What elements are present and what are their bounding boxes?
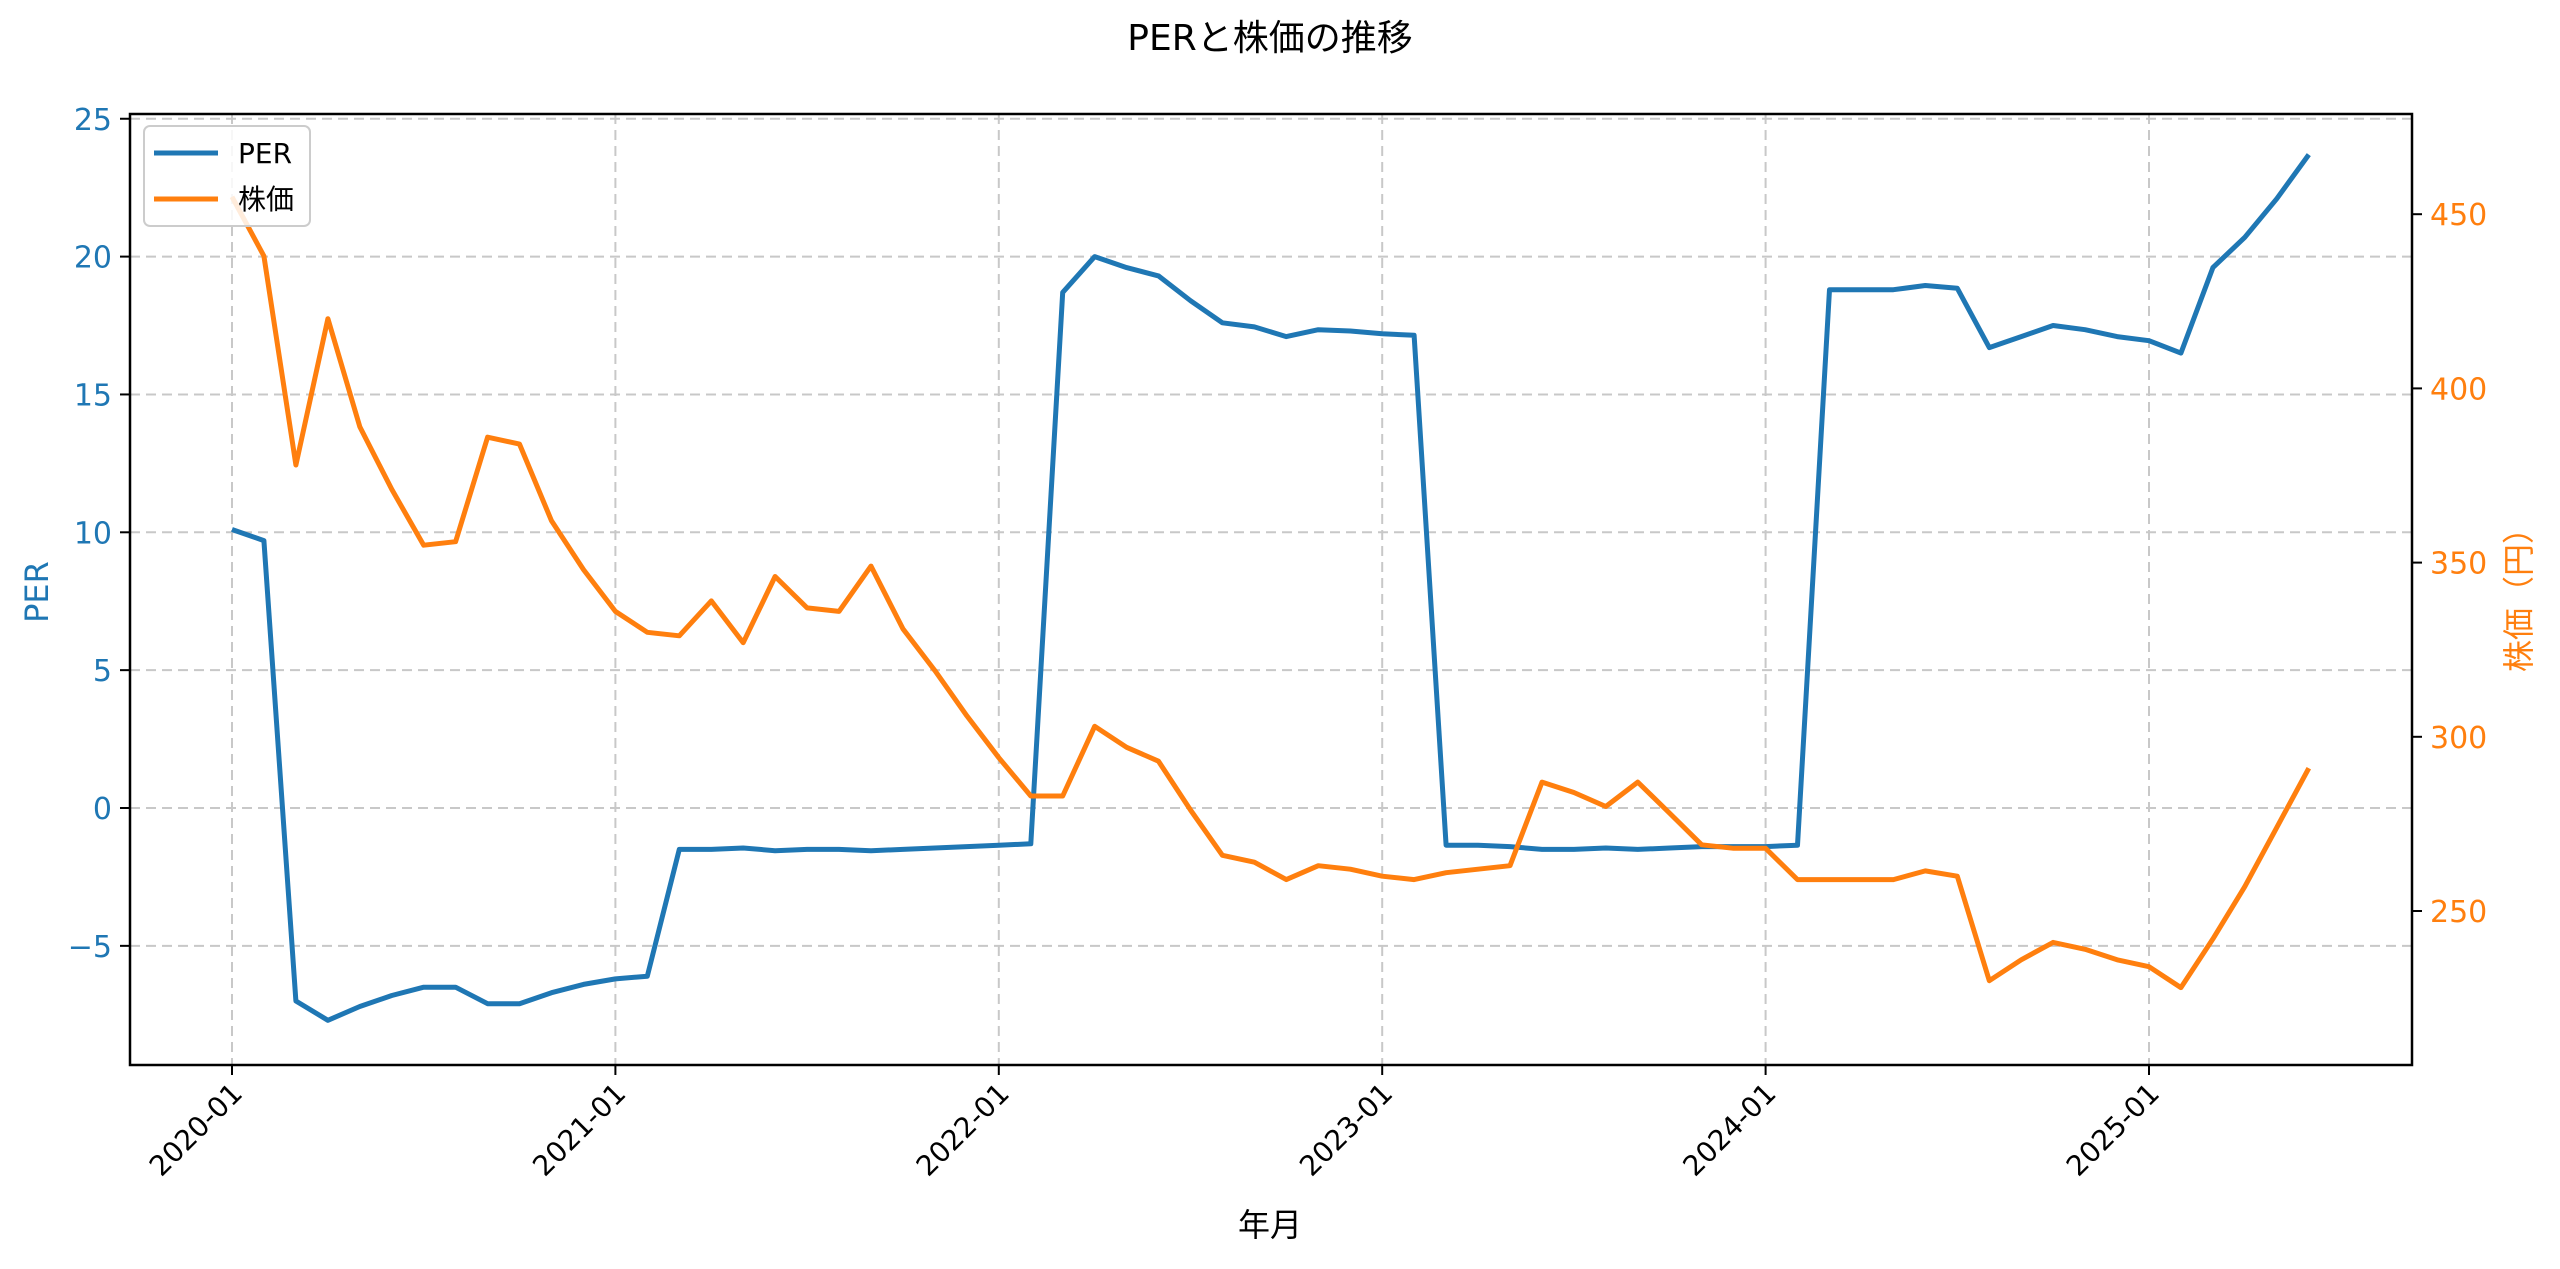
right-tick-label: 400 bbox=[2430, 372, 2487, 407]
x-tick-label: 2025-01 bbox=[2060, 1077, 2166, 1183]
x-tick-label: 2023-01 bbox=[1293, 1077, 1399, 1183]
x-tick-label: 2020-01 bbox=[143, 1077, 249, 1183]
x-tick-label: 2021-01 bbox=[526, 1077, 632, 1183]
y-axis-label: PER bbox=[18, 561, 56, 623]
left-tick-label: −5 bbox=[68, 930, 112, 965]
legend-per-label: PER bbox=[238, 137, 292, 170]
per-line bbox=[231, 153, 2311, 1023]
x-tick-label: 2022-01 bbox=[910, 1077, 1016, 1183]
series-lines bbox=[229, 153, 2311, 1023]
left-tick-label: 25 bbox=[74, 103, 112, 138]
right-axis-ticks: 250 300 350 400 450 bbox=[2412, 198, 2487, 930]
x-tick-label: 2024-01 bbox=[1676, 1077, 1782, 1183]
price-line bbox=[229, 195, 2311, 991]
right-tick-label: 350 bbox=[2430, 547, 2487, 582]
x-axis-label: 年月 bbox=[1238, 1206, 1302, 1244]
left-tick-label: 15 bbox=[74, 378, 112, 413]
left-axis-ticks: −5 0 5 10 15 20 25 bbox=[68, 103, 130, 965]
grid-lines bbox=[130, 114, 2412, 1065]
x-axis-ticks: 2020-01 2021-01 2022-01 2023-01 2024-01 2025-… bbox=[143, 1065, 2166, 1183]
plot-frame bbox=[128, 112, 2414, 1067]
left-tick-label: 0 bbox=[93, 792, 112, 827]
right-tick-label: 300 bbox=[2430, 721, 2487, 756]
chart-title: PERと株価の推移 bbox=[1127, 18, 1412, 59]
legend-price-label: 株価 bbox=[238, 183, 294, 216]
left-tick-label: 5 bbox=[93, 654, 112, 689]
right-tick-label: 250 bbox=[2430, 895, 2487, 930]
left-tick-label: 20 bbox=[74, 241, 112, 276]
legend: PER 株価 bbox=[143, 125, 311, 227]
y2-axis-label: 株価（円） bbox=[2500, 512, 2538, 672]
right-tick-label: 450 bbox=[2430, 198, 2487, 233]
left-tick-label: 10 bbox=[74, 516, 112, 551]
